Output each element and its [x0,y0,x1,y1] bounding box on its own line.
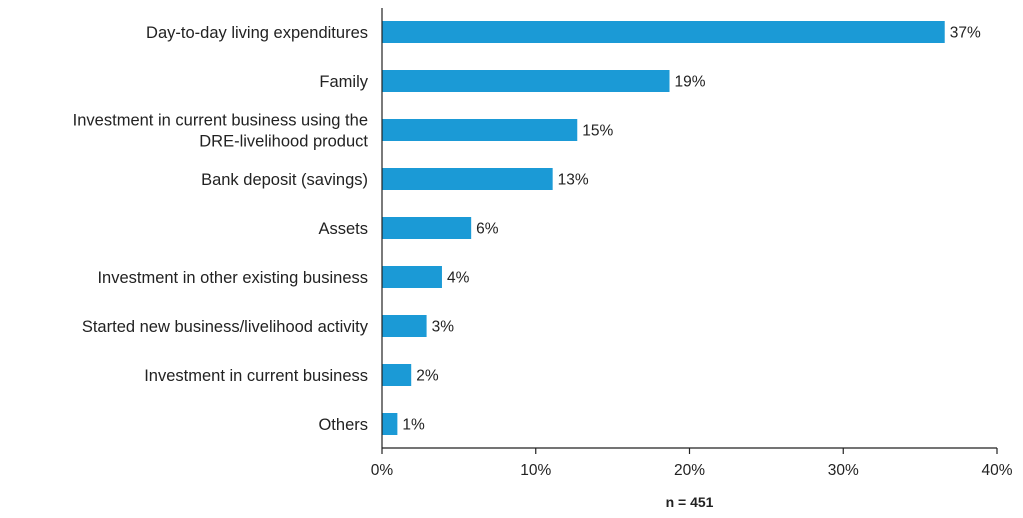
value-label: 15% [582,123,613,140]
value-labels: 37% 19% 15% 13% 6% 4% 3% 2% 1% [402,25,981,434]
category-labels: Day-to-day living expenditures Family Inve… [73,24,369,434]
x-tick-label: 0% [371,462,394,479]
x-tick-label: 30% [828,462,859,479]
value-label: 13% [558,172,589,189]
x-tick-label: 20% [674,462,705,479]
value-label: 6% [476,221,499,238]
bar [382,217,472,239]
bars-layer [382,21,945,435]
category-label: Investment in current business using the… [73,112,369,151]
value-label: 2% [416,368,439,385]
category-label: Bank deposit (savings) [201,171,368,189]
category-label: Day-to-day living expenditures [146,24,368,42]
sample-size-note: n = 451 [666,494,714,510]
bar [382,21,945,43]
bar [382,119,578,141]
value-label: 37% [950,25,981,42]
bar [382,413,398,435]
category-label: Family [319,73,368,91]
value-label: 19% [675,74,706,91]
value-label: 4% [447,270,470,287]
value-label: 1% [402,417,425,434]
category-label: Investment in other existing business [97,269,368,287]
x-tick-label: 40% [981,462,1012,479]
bar [382,266,442,288]
category-label: Investment in current business [144,367,368,385]
value-label: 3% [432,319,455,336]
x-tick-label: 10% [520,462,551,479]
bar [382,315,427,337]
bar [382,70,670,92]
bar [382,364,412,386]
category-label: Started new business/livelihood activity [82,318,369,336]
bar [382,168,553,190]
category-label: Assets [318,220,368,238]
category-label: Others [318,416,368,434]
x-axis-ticks: 0% 10% 20% 30% 40% [371,448,1013,479]
